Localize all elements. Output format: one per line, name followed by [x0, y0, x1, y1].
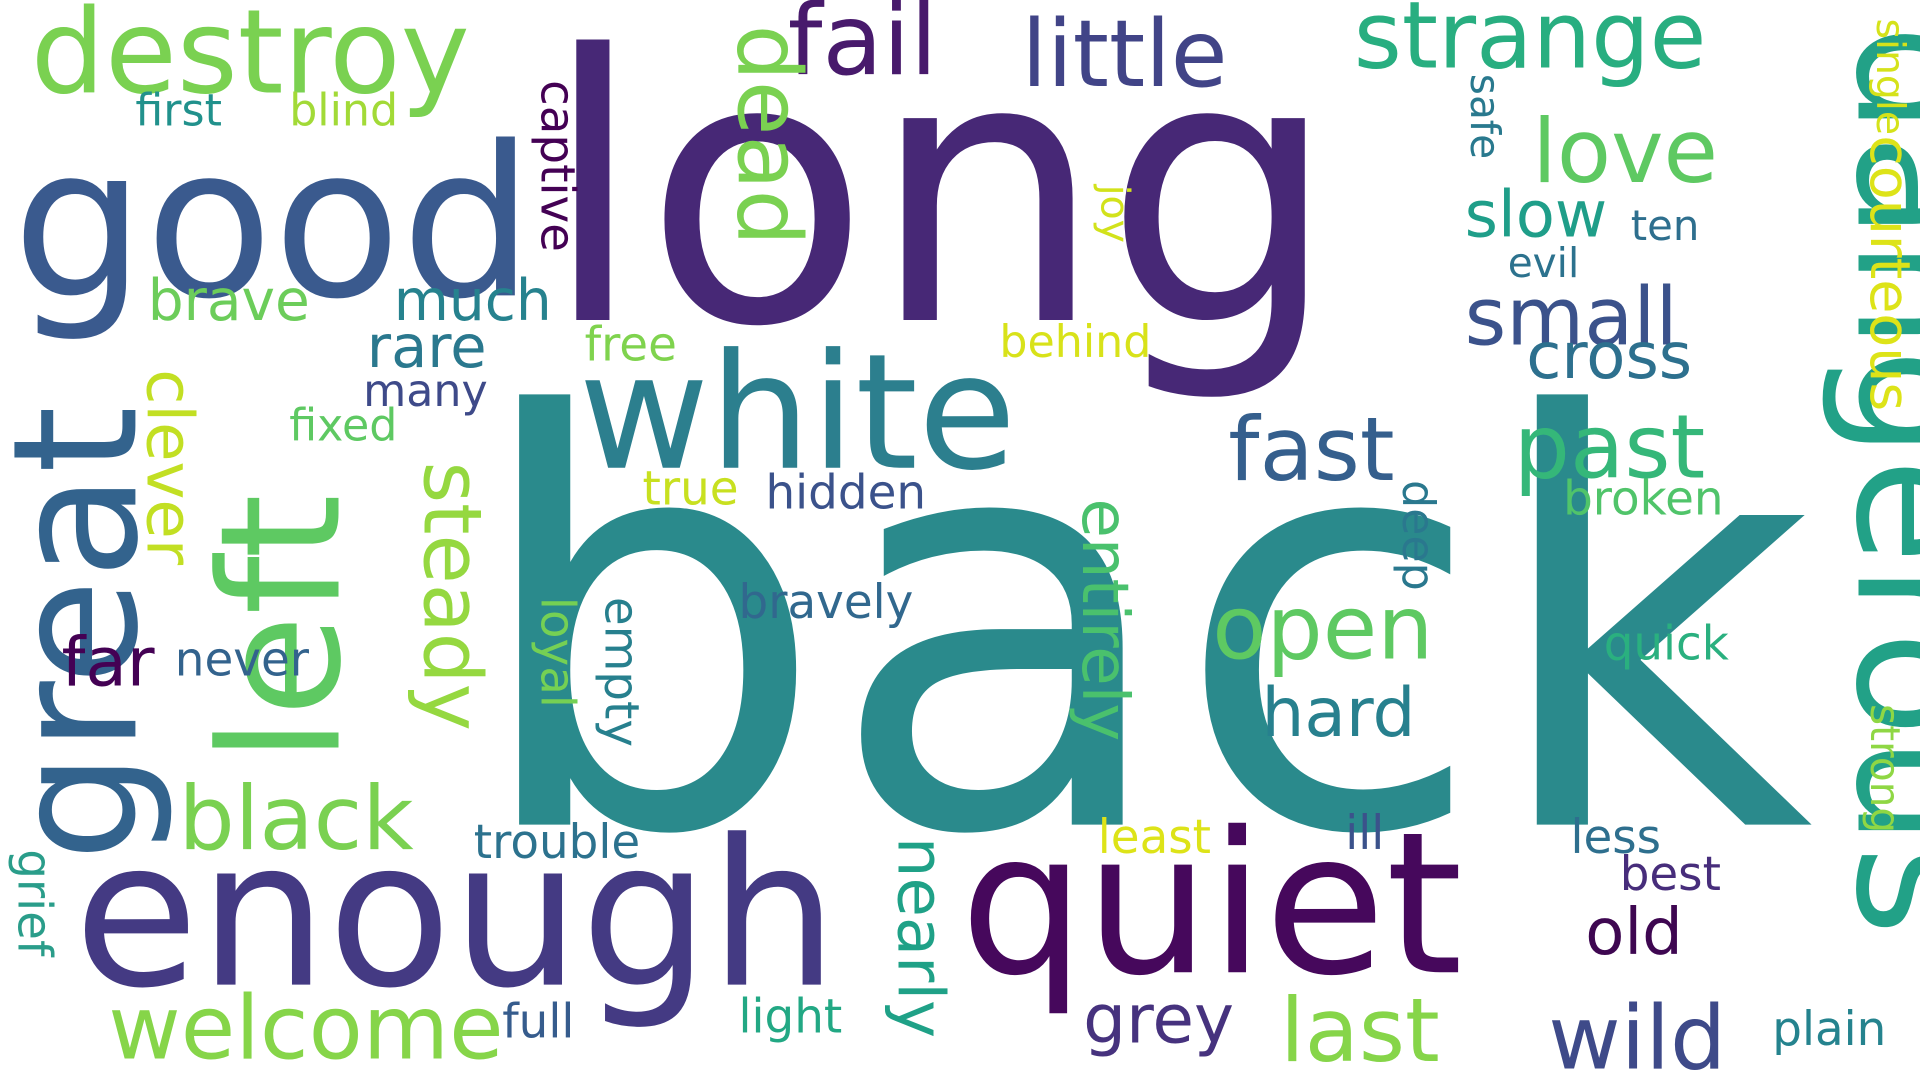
- word-broken: broken: [1563, 473, 1723, 527]
- word-hidden: hidden: [766, 466, 927, 520]
- word-far: far: [62, 623, 155, 702]
- word-joy: joy: [1092, 184, 1138, 243]
- word-destroy: destroy: [31, 0, 470, 120]
- word-least: least: [1098, 811, 1211, 865]
- word-captive: captive: [530, 80, 584, 252]
- word-bravely: bravely: [739, 576, 914, 630]
- word-never: never: [175, 634, 310, 688]
- word-great: great: [0, 406, 176, 862]
- word-plain: plain: [1772, 1003, 1886, 1057]
- word-dead: dead: [718, 25, 821, 246]
- word-fast: fast: [1228, 398, 1394, 501]
- word-dangerous: dangerous: [1818, 25, 1920, 936]
- word-entirely: entirely: [1067, 499, 1141, 742]
- word-grey: grey: [1083, 980, 1234, 1059]
- word-last: last: [1280, 979, 1440, 1080]
- word-ill: ill: [1345, 807, 1384, 861]
- word-empty: empty: [594, 597, 648, 747]
- word-slow: slow: [1465, 178, 1608, 252]
- word-cross: cross: [1526, 320, 1692, 394]
- word-nearly: nearly: [883, 837, 957, 1038]
- word-single: single: [1867, 19, 1913, 136]
- word-courteous: courteous: [1857, 135, 1920, 411]
- word-clever: clever: [132, 369, 206, 566]
- word-wild: wild: [1548, 986, 1726, 1080]
- word-safe: safe: [1461, 74, 1509, 159]
- word-brave: brave: [148, 268, 310, 334]
- word-light: light: [739, 991, 843, 1045]
- word-full: full: [502, 996, 574, 1050]
- word-deep: deep: [1392, 480, 1443, 591]
- word-ten: ten: [1631, 201, 1700, 250]
- word-much: much: [394, 268, 552, 334]
- word-quiet: quiet: [960, 790, 1463, 1019]
- word-free: free: [585, 319, 677, 373]
- word-fixed: fixed: [289, 401, 397, 452]
- word-true: true: [643, 463, 739, 517]
- word-quick: quick: [1604, 618, 1729, 672]
- word-little: little: [1022, 0, 1228, 108]
- word-past: past: [1514, 396, 1705, 499]
- word-trouble: trouble: [474, 816, 640, 870]
- word-black: black: [179, 767, 415, 870]
- word-white: white: [579, 319, 1017, 506]
- word-grief: grief: [7, 849, 61, 958]
- word-strange: strange: [1354, 0, 1707, 90]
- word-open: open: [1212, 577, 1433, 680]
- word-welcome: welcome: [108, 977, 503, 1080]
- word-left: left: [186, 494, 379, 763]
- word-strong: strong: [1861, 704, 1909, 833]
- word-best: best: [1620, 848, 1721, 902]
- word-old: old: [1585, 896, 1683, 970]
- word-rare: rare: [367, 312, 487, 381]
- word-blind: blind: [289, 86, 398, 137]
- word-small: small: [1465, 271, 1678, 364]
- word-steady: steady: [406, 462, 499, 731]
- word-loyal: loyal: [530, 597, 584, 708]
- word-many: many: [363, 366, 488, 417]
- word-evil: evil: [1508, 239, 1580, 287]
- word-fail: fail: [788, 0, 938, 98]
- word-good: good: [12, 102, 534, 345]
- word-enough: enough: [74, 796, 838, 1033]
- word-behind: behind: [999, 317, 1151, 368]
- word-less: less: [1571, 811, 1662, 865]
- word-love: love: [1532, 100, 1718, 203]
- word-back: back: [468, 299, 1814, 959]
- word-first: first: [135, 86, 222, 137]
- word-hard: hard: [1262, 673, 1416, 752]
- word-long: long: [542, 0, 1339, 408]
